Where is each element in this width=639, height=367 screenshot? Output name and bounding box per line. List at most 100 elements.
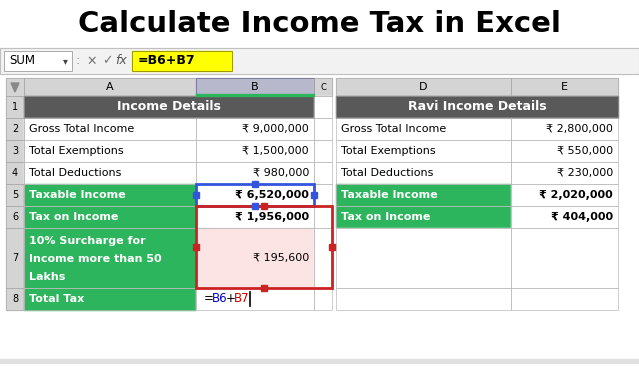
Bar (4, 51, 72, 71)
Text: Total Deductions: Total Deductions (29, 168, 121, 178)
Bar (6, 118, 24, 140)
Text: ✓: ✓ (102, 55, 112, 68)
Text: Taxable Income: Taxable Income (29, 190, 126, 200)
Bar (336, 162, 511, 184)
Bar (314, 118, 332, 140)
Bar (511, 118, 618, 140)
Bar (314, 184, 332, 206)
Bar (24, 118, 196, 140)
Text: Total Tax: Total Tax (29, 294, 84, 304)
Bar (6, 162, 24, 184)
Bar (314, 184, 332, 206)
Bar (24, 184, 196, 206)
Bar (511, 288, 618, 310)
Bar (24, 228, 196, 288)
Bar (6, 206, 24, 228)
Text: Income Details: Income Details (117, 101, 221, 113)
Bar (196, 162, 314, 184)
Bar (336, 206, 511, 228)
Text: D: D (419, 82, 427, 92)
Text: Total Exemptions: Total Exemptions (341, 146, 436, 156)
Text: ₹ 1,500,000: ₹ 1,500,000 (242, 146, 309, 156)
Text: Calculate Income Tax in Excel: Calculate Income Tax in Excel (77, 10, 560, 38)
Text: 1: 1 (12, 102, 18, 112)
Bar (196, 140, 314, 162)
Bar (511, 184, 618, 206)
Bar (6, 288, 24, 310)
Bar (336, 228, 511, 288)
Bar (196, 184, 314, 206)
Bar (6, 184, 24, 206)
Bar (24, 162, 196, 184)
Text: Total Deductions: Total Deductions (341, 168, 433, 178)
Bar (336, 184, 511, 206)
Text: Tax on Income: Tax on Income (341, 212, 431, 222)
Bar (261, 285, 267, 291)
Bar (196, 184, 314, 206)
Bar (511, 162, 618, 184)
Text: ₹ 980,000: ₹ 980,000 (252, 168, 309, 178)
Bar (24, 228, 196, 288)
Polygon shape (11, 83, 19, 92)
Text: E: E (561, 82, 568, 92)
Bar (511, 140, 618, 162)
Text: ₹ 230,000: ₹ 230,000 (557, 168, 613, 178)
Text: =: = (204, 292, 214, 305)
Bar (196, 288, 314, 310)
Bar (24, 206, 196, 228)
Text: =B6+B7: =B6+B7 (138, 55, 196, 68)
Bar (511, 184, 618, 206)
Bar (336, 78, 511, 96)
Bar (24, 288, 196, 310)
Bar (314, 288, 332, 310)
Text: Lakhs: Lakhs (29, 272, 65, 282)
Text: 3: 3 (12, 146, 18, 156)
Bar (6, 118, 24, 140)
Bar (314, 96, 332, 118)
Bar (24, 140, 196, 162)
Bar (332, 288, 336, 310)
Text: B6: B6 (212, 292, 227, 305)
Text: 5: 5 (12, 190, 18, 200)
Bar (332, 96, 336, 118)
Bar (511, 288, 618, 310)
Bar (336, 228, 511, 288)
Text: ₹ 195,600: ₹ 195,600 (253, 253, 309, 263)
Text: Total Exemptions: Total Exemptions (29, 146, 123, 156)
Text: 8: 8 (12, 294, 18, 304)
Bar (336, 118, 511, 140)
Bar (261, 203, 267, 209)
Bar (6, 162, 24, 184)
Bar (314, 228, 332, 288)
Bar (314, 162, 332, 184)
Text: SUM: SUM (9, 55, 35, 68)
Bar (196, 118, 314, 140)
Bar (336, 96, 618, 118)
Text: ₹ 404,000: ₹ 404,000 (551, 212, 613, 222)
Bar (332, 228, 336, 288)
Bar (314, 140, 332, 162)
Text: fx: fx (115, 55, 127, 68)
Bar (0, 78, 639, 359)
Bar (193, 192, 199, 198)
Bar (24, 78, 196, 96)
Bar (6, 228, 24, 288)
Text: 6: 6 (12, 212, 18, 222)
Bar (511, 118, 618, 140)
Bar (196, 288, 314, 310)
Bar (6, 78, 24, 96)
Bar (511, 78, 618, 96)
Bar (314, 206, 332, 228)
Bar (511, 206, 618, 228)
Text: C: C (320, 83, 326, 91)
Bar (6, 96, 24, 118)
Bar (196, 206, 332, 288)
Bar (24, 140, 196, 162)
Text: ▾: ▾ (63, 56, 68, 66)
Bar (314, 206, 332, 228)
Text: ₹ 2,020,000: ₹ 2,020,000 (539, 190, 613, 200)
Bar (336, 288, 511, 310)
Text: :: : (76, 55, 80, 68)
Text: ₹ 1,956,000: ₹ 1,956,000 (235, 212, 309, 222)
Bar (24, 96, 314, 118)
